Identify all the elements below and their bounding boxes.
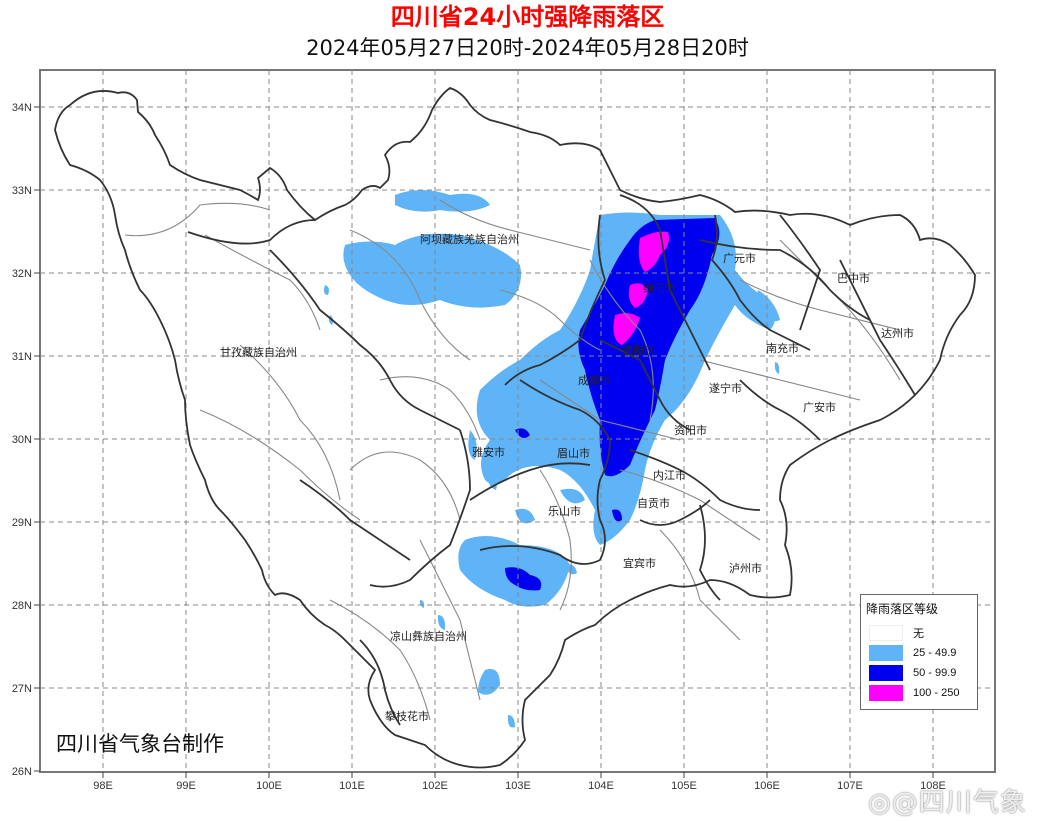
label-zigong: 自贡市 [637, 496, 670, 510]
svg-text:107E: 107E [837, 780, 863, 792]
label-yaan: 雅安市 [472, 445, 505, 459]
label-yibin: 宜宾市 [623, 556, 656, 570]
svg-text:30N: 30N [12, 434, 32, 446]
label-meishan: 眉山市 [557, 446, 590, 460]
legend-title: 降雨落区等级 [866, 602, 939, 616]
legend-item-50-99: 50 - 99.9 [869, 665, 956, 681]
label-liangshan: 凉山彝族自治州 [390, 629, 467, 643]
rain-zone-50-99 [505, 218, 720, 591]
region-labels: 阿坝藏族羌族自治州 甘孜藏族自治州 凉山彝族自治州 攀枝花市 广元市 巴中市 绵… [220, 232, 914, 723]
label-nanchong: 南充市 [766, 341, 799, 355]
svg-text:33N: 33N [12, 185, 32, 197]
label-guangan: 广安市 [803, 400, 836, 414]
label-guangyuan: 广元市 [723, 251, 756, 265]
svg-text:105E: 105E [671, 780, 697, 792]
legend-item-25-49: 25 - 49.9 [869, 645, 956, 661]
svg-text:102E: 102E [422, 780, 448, 792]
svg-text:26N: 26N [12, 766, 32, 778]
label-deyang: 德阳市 [622, 343, 655, 357]
svg-text:103E: 103E [505, 780, 531, 792]
legend-swatch [869, 645, 903, 661]
label-chengdu: 成都市 [578, 373, 611, 387]
graticule [40, 70, 995, 772]
svg-text:106E: 106E [754, 780, 780, 792]
svg-text:100E: 100E [256, 780, 282, 792]
svg-text:34N: 34N [12, 102, 32, 114]
axis-ticks [34, 106, 934, 778]
svg-text:32N: 32N [12, 268, 32, 280]
svg-text:101E: 101E [339, 780, 365, 792]
label-ziyang: 资阳市 [674, 423, 707, 437]
legend-swatch [869, 625, 903, 641]
legend: 降雨落区等级 无 25 - 49.9 50 - 99.9 100 - 250 [860, 594, 978, 710]
legend-item-none: 无 [869, 625, 924, 641]
latitude-labels: 34N 33N 32N 31N 30N 29N 28N 27N 26N [12, 102, 32, 778]
svg-text:29N: 29N [12, 517, 32, 529]
svg-text:28N: 28N [12, 600, 32, 612]
label-dazhou: 达州市 [881, 326, 914, 340]
svg-text:99E: 99E [176, 780, 196, 792]
svg-text:104E: 104E [588, 780, 614, 792]
label-aba: 阿坝藏族羌族自治州 [420, 232, 519, 246]
label-panzhihua: 攀枝花市 [385, 709, 429, 723]
time-range-subtitle: 2024年05月27日20时-2024年05月28日20时 [306, 36, 749, 60]
rain-zone-25-49 [324, 190, 780, 728]
label-luzhou: 泸州市 [729, 561, 762, 575]
label-neijiang: 内江市 [653, 468, 686, 482]
legend-item-100-250: 100 - 250 [869, 685, 959, 701]
producer-credit: 四川省气象台制作 [56, 732, 224, 756]
svg-text:27N: 27N [12, 683, 32, 695]
svg-text:31N: 31N [12, 351, 32, 363]
label-mianyang: 绵阳市 [643, 281, 676, 295]
label-bazhong: 巴中市 [837, 271, 870, 285]
longitude-labels: 98E 99E 100E 101E 102E 103E 104E 105E 10… [93, 780, 946, 792]
label-leshan: 乐山市 [548, 504, 581, 518]
label-suining: 遂宁市 [709, 381, 742, 395]
sichuan-outline [54, 87, 976, 769]
map-title: 四川省24小时强降雨落区 [390, 3, 665, 31]
prefecture-boundaries [54, 87, 976, 769]
weibo-watermark: ◎@四川气象 [868, 788, 1027, 818]
legend-swatch [869, 665, 903, 681]
label-ganzi: 甘孜藏族自治州 [220, 345, 297, 359]
legend-swatch [869, 685, 903, 701]
weibo-icon: ◎ [868, 788, 892, 818]
svg-text:98E: 98E [93, 780, 113, 792]
svg-text:108E: 108E [920, 780, 946, 792]
